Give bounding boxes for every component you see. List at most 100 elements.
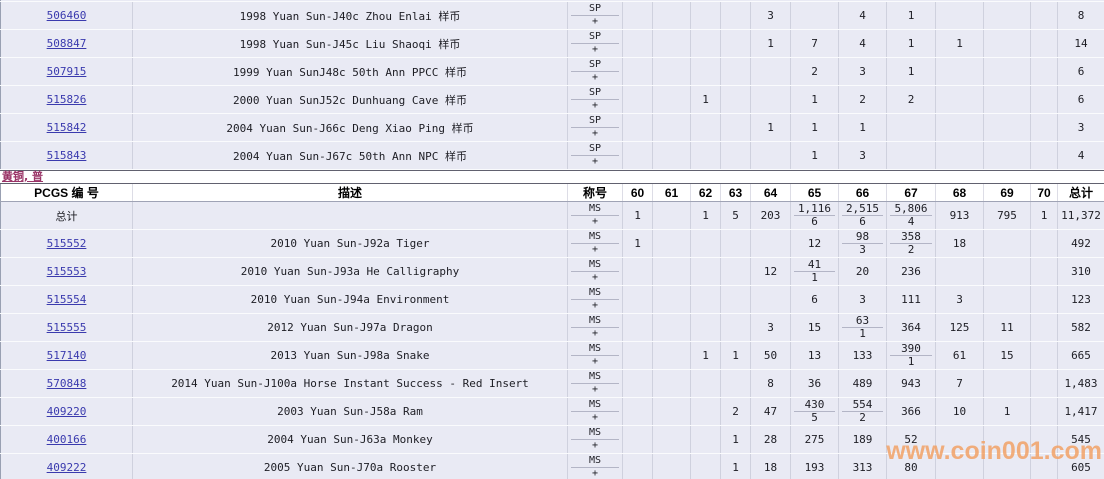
- grade-61-cell: [652, 453, 691, 479]
- designation-label: SP: [571, 86, 619, 100]
- pcgs-number-link[interactable]: 506460: [46, 9, 87, 22]
- grade-value: 1: [811, 149, 818, 162]
- grade-62-cell: 1: [690, 341, 721, 370]
- grade-64-cell: 28: [750, 425, 791, 454]
- designation-label: MS: [571, 258, 619, 272]
- designation-plus-label: +: [591, 328, 599, 339]
- pcgs-number-link[interactable]: 508847: [46, 37, 87, 50]
- grade-64-cell: 3: [750, 1, 791, 30]
- total-cell: 545: [1057, 425, 1104, 454]
- description-cell: 2004 Yuan Sun-J66c Deng Xiao Ping 样币: [132, 113, 568, 142]
- grade-70-column-header: 70: [1030, 184, 1058, 202]
- designation-cell: MS +: [567, 369, 623, 398]
- pcgs-number-link[interactable]: 409220: [46, 405, 87, 418]
- designation-plus-label: +: [591, 244, 599, 255]
- pcgs-number-cell: 409222: [0, 453, 133, 479]
- pcgs-number-link[interactable]: 515553: [46, 265, 87, 278]
- designation-label: SP: [571, 114, 619, 128]
- total-cell: 492: [1057, 229, 1104, 258]
- grade-value: 189: [852, 433, 873, 446]
- total-value: 4: [1077, 149, 1085, 162]
- grade-value: 313: [852, 461, 873, 474]
- grade-63-cell: [720, 57, 751, 86]
- grade-70-cell: [1030, 229, 1058, 258]
- designation-cell: MS +: [567, 229, 623, 258]
- table-row: 517140 2013 Yuan Sun-J98a Snake MS +1 1 50 13 1…: [0, 341, 1104, 370]
- pcgs-number-cell: 506460: [0, 1, 133, 30]
- grade-66-cell: 3: [838, 285, 887, 314]
- total-value: 545: [1071, 433, 1091, 446]
- total-row-label: 总计: [55, 209, 78, 223]
- pcgs-column-header: PCGS 编 号: [0, 184, 133, 202]
- grade-ms-value: 5,806: [890, 202, 932, 216]
- pcgs-number-link[interactable]: 515555: [46, 321, 87, 334]
- pcgs-number-link[interactable]: 517140: [46, 349, 87, 362]
- grade-64-cell: [750, 229, 791, 258]
- designation-label: MS: [571, 342, 619, 356]
- grade-66-cell: 313: [838, 453, 887, 479]
- grade-62-cell: [690, 397, 721, 426]
- grade-value: 4: [859, 9, 866, 22]
- grade-69-cell: [983, 85, 1031, 114]
- total-value: 6: [1077, 93, 1085, 106]
- pcgs-number-link[interactable]: 400166: [46, 433, 87, 446]
- pcgs-number-cell: 515554: [0, 285, 133, 314]
- table-row: 总计 MS +1 1 5 203 1,116 6 2,515 6 5,806 4 913 795 1 11,3…: [0, 201, 1104, 230]
- total-cell: 14: [1056, 29, 1104, 58]
- grade-69-cell: [983, 57, 1031, 86]
- grade-61-cell: [652, 369, 691, 398]
- section-title-link[interactable]: 黄铜, 普: [2, 170, 44, 183]
- grade-value: 20: [855, 265, 870, 278]
- pcgs-number-link[interactable]: 409222: [46, 461, 87, 474]
- grade-68-cell: 61: [935, 341, 984, 370]
- designation-cell: SP +: [567, 85, 623, 114]
- grade-70-cell: [1030, 369, 1058, 398]
- pcgs-number-link[interactable]: 515554: [46, 293, 87, 306]
- total-cell: 582: [1057, 313, 1104, 342]
- grade-65-cell: 12: [790, 229, 839, 258]
- grade-value: 6: [811, 293, 818, 306]
- grade-66-cell: 1: [838, 113, 887, 142]
- designation-label: MS: [571, 454, 619, 468]
- designation-label: MS: [571, 426, 619, 440]
- total-value: 6: [1077, 65, 1085, 78]
- grade-66-cell: 554 2: [838, 397, 887, 426]
- designation-plus-label: +: [591, 100, 599, 111]
- grade-value: 47: [763, 405, 778, 418]
- pcgs-number-cell: 总计: [0, 201, 133, 230]
- pcgs-number-link[interactable]: 570848: [46, 377, 87, 390]
- grade-64-cell: 1: [750, 29, 791, 58]
- grade-66-cell: 4: [838, 29, 887, 58]
- pcgs-number-link[interactable]: 515842: [46, 121, 87, 134]
- grade-63-cell: 1: [720, 341, 751, 370]
- grade-70-cell: [1030, 141, 1058, 170]
- designation-column-header: 称号: [567, 184, 623, 202]
- designation-label: MS: [571, 370, 619, 384]
- grade-70-cell: [1030, 57, 1058, 86]
- pcgs-number-link[interactable]: 515552: [46, 237, 87, 250]
- description-cell: 2003 Yuan Sun-J58a Ram: [132, 397, 568, 426]
- grade-64-cell: 3: [750, 313, 791, 342]
- grade-62-column-header: 62: [690, 184, 721, 202]
- grade-value: 111: [901, 293, 921, 306]
- grade-value: 3: [767, 321, 774, 334]
- pcgs-number-link[interactable]: 515826: [46, 93, 87, 106]
- grade-64-cell: 1: [750, 113, 791, 142]
- grade-value: 1: [907, 9, 915, 22]
- grade-plus-value: 5: [811, 411, 818, 424]
- grade-60-cell: 1: [622, 201, 653, 230]
- grade-69-cell: [983, 257, 1031, 286]
- table-row: 515555 2012 Yuan Sun-J97a Dragon MS +3 15 63 1…: [0, 313, 1104, 342]
- grade-63-cell: [720, 229, 751, 258]
- pcgs-number-link[interactable]: 507915: [46, 65, 87, 78]
- grade-69-cell: 11: [983, 313, 1031, 342]
- grade-value: 1: [811, 93, 818, 106]
- grade-63-cell: [720, 85, 751, 114]
- grade-value: 2: [859, 93, 866, 106]
- table-row: 506460 1998 Yuan Sun-J40c Zhou Enlai 样币 SP…: [0, 1, 1104, 30]
- table-row: 409222 2005 Yuan Sun-J70a Rooster MS +1 18 19…: [0, 453, 1104, 479]
- grade-63-cell: 1: [720, 453, 751, 479]
- grade-ms-value: 390: [890, 342, 932, 356]
- pcgs-number-link[interactable]: 515843: [46, 149, 87, 162]
